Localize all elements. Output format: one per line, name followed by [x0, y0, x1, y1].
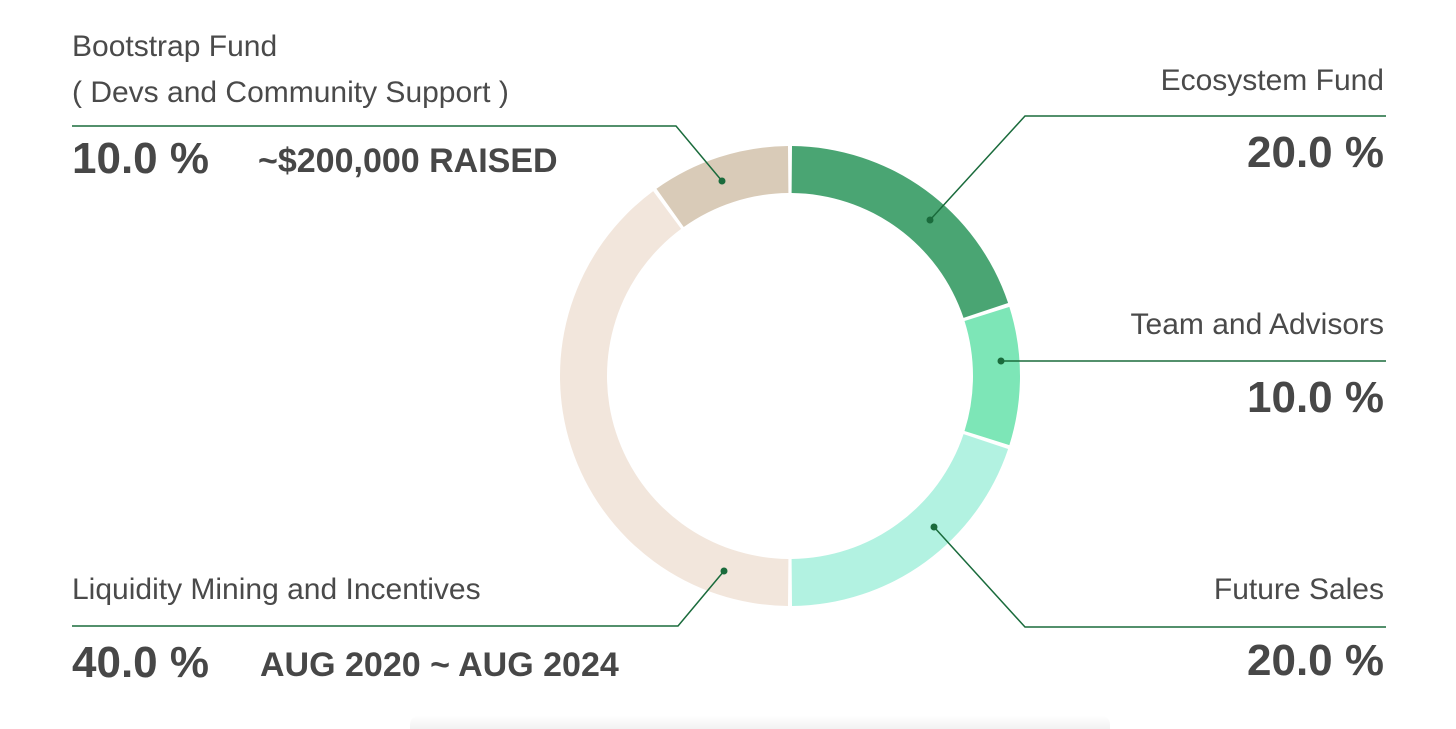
leader-team-and-advisors-dot [997, 357, 1005, 365]
value-team-and-advisors: 10.0 % [1247, 373, 1384, 422]
slice-future-sales [791, 434, 1009, 606]
label-team-and-advisors: Team and Advisors [1130, 308, 1384, 341]
value-future-sales: 20.0 % [1247, 636, 1384, 685]
label-bootstrap-fund: Bootstrap Fund [72, 30, 278, 63]
label-liquidity-mining: Liquidity Mining and Incentives [72, 573, 481, 606]
slice-ecosystem-fund [791, 146, 1009, 318]
label-future-sales: Future Sales [1213, 573, 1384, 606]
leader-liquidity-mining [72, 570, 725, 627]
slice-team-and-advisors [964, 306, 1020, 446]
bottom-shadow [410, 716, 1110, 729]
leader-future-sales-dot [930, 523, 938, 531]
slice-bootstrap-fund [656, 146, 789, 228]
leader-liquidity-mining-dot [720, 567, 728, 575]
leader-ecosystem-fund-dot [926, 216, 934, 224]
note-liquidity-mining: AUG 2020 ~ AUG 2024 [260, 646, 619, 684]
leader-bootstrap-fund-dot [718, 177, 726, 185]
sublabel-bootstrap-fund: ( Devs and Community Support ) [72, 76, 509, 109]
note-bootstrap-fund: ~$200,000 RAISED [258, 142, 558, 180]
label-ecosystem-fund: Ecosystem Fund [1160, 64, 1384, 97]
value-liquidity-mining: 40.0 % [72, 638, 209, 687]
slice-liquidity-mining [559, 191, 789, 606]
value-ecosystem-fund: 20.0 % [1247, 128, 1384, 177]
value-bootstrap-fund: 10.0 % [72, 134, 209, 183]
leader-ecosystem-fund [929, 115, 1386, 221]
leader-future-sales [933, 526, 1386, 628]
leader-bootstrap-fund [72, 125, 723, 182]
